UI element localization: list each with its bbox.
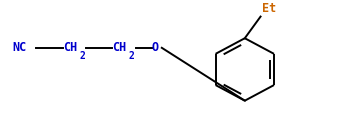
Text: CH: CH — [63, 41, 77, 54]
Text: NC: NC — [12, 41, 26, 54]
Text: CH: CH — [112, 41, 126, 54]
Text: 2: 2 — [79, 51, 85, 61]
Text: Et: Et — [262, 2, 276, 15]
Text: 2: 2 — [128, 51, 134, 61]
Text: O: O — [152, 41, 159, 54]
